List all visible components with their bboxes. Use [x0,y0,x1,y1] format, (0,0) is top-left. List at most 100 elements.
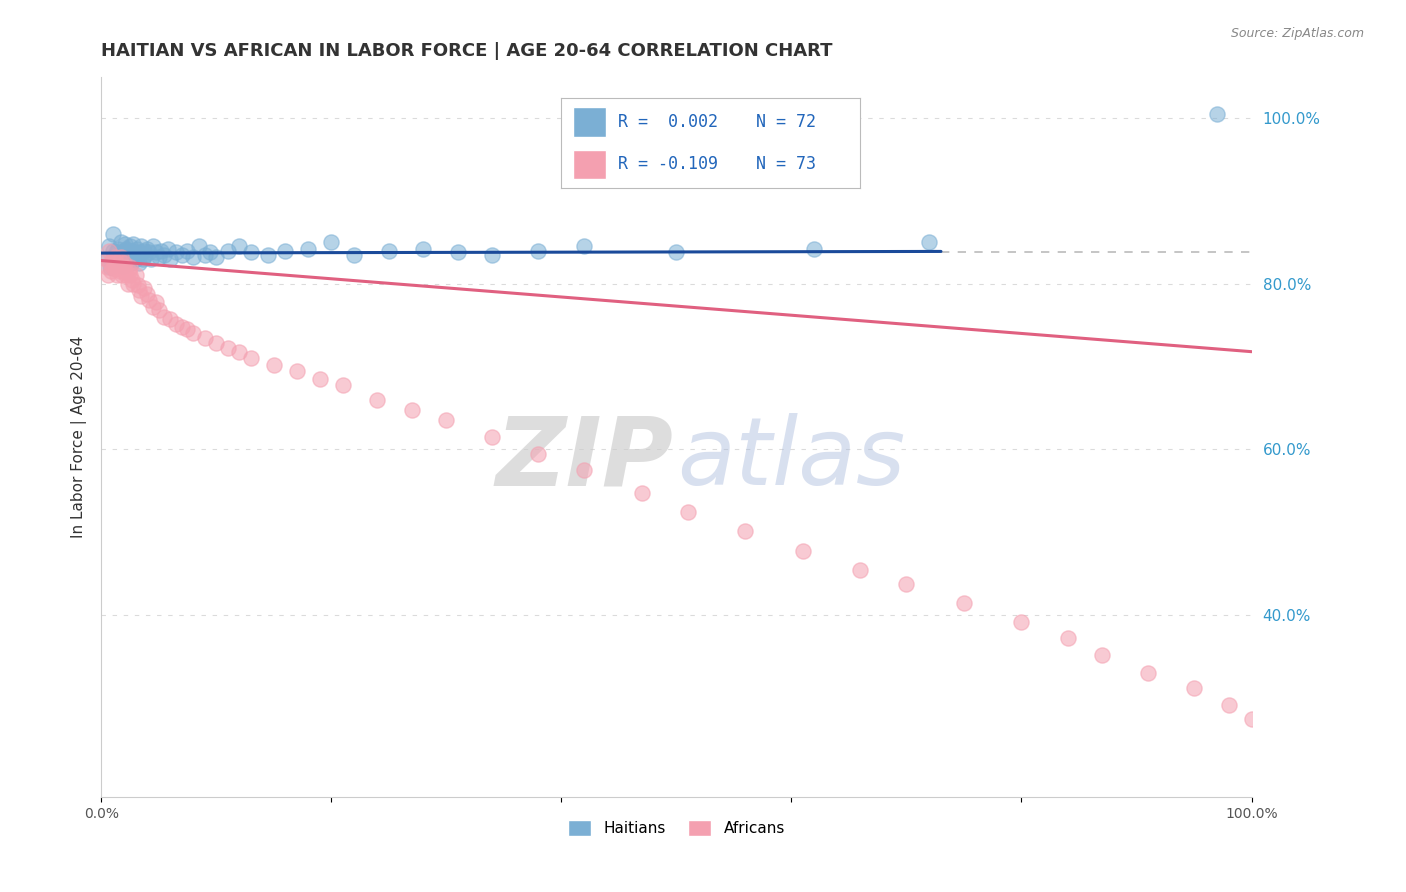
Text: atlas: atlas [678,413,905,504]
Point [122,277,145,291]
Point [104,261,127,276]
Point [308,372,330,386]
Point [125,242,148,256]
Point [112,244,135,258]
Point [1218,698,1240,712]
Point [343,248,366,262]
Point [527,447,550,461]
Point [228,344,250,359]
Point [115,242,138,256]
Point [132,281,155,295]
Point [153,248,176,262]
Point [104,250,127,264]
Point [134,248,156,262]
Point [136,242,159,256]
Point [434,413,457,427]
Point [108,248,131,262]
Point [108,264,131,278]
Point [148,303,170,318]
Point [127,278,149,293]
Point [156,242,179,256]
Point [285,364,308,378]
Point [111,268,134,283]
Point [112,256,135,270]
Point [136,286,159,301]
Point [366,392,388,407]
Point [112,264,135,278]
Point [128,256,150,270]
Point [105,268,128,283]
Point [217,244,239,258]
Point [118,264,141,278]
Point [159,311,181,326]
Point [1091,648,1114,662]
Point [129,245,152,260]
Point [98,239,121,253]
Point [121,244,143,258]
Point [187,239,209,253]
Point [142,239,165,253]
Point [257,248,280,262]
Point [138,293,160,308]
Point [107,256,129,270]
Point [110,250,132,264]
Point [165,317,187,331]
Point [631,485,654,500]
Point [98,256,121,270]
Point [110,235,132,250]
Point [111,259,134,273]
Point [1137,666,1160,681]
Point [481,430,503,444]
Point [148,250,170,264]
Point [111,245,134,260]
Point [527,244,550,258]
Point [101,227,124,241]
Point [896,576,918,591]
Point [96,252,118,266]
Point [228,239,250,253]
Point [239,351,262,366]
Point [676,505,699,519]
Point [153,310,176,324]
Point [159,252,181,266]
Point [124,268,146,283]
Point [217,342,239,356]
Point [200,245,222,260]
Point [1011,615,1033,629]
Point [117,248,139,262]
Point [115,252,138,266]
Point [142,300,165,314]
Point [263,358,285,372]
Y-axis label: In Labor Force | Age 20-64: In Labor Force | Age 20-64 [72,335,87,538]
Point [105,256,128,270]
Text: ZIP: ZIP [495,412,673,505]
Point [94,252,117,266]
Point [108,253,131,268]
Point [118,245,141,260]
Point [112,248,135,262]
Point [98,260,121,275]
Point [96,260,118,275]
Point [181,250,204,264]
Point [131,289,153,303]
Point [132,244,155,258]
Point [734,524,756,538]
Point [953,596,976,610]
Point [105,245,128,260]
Point [97,268,120,283]
Point [131,252,153,266]
Point [118,239,141,253]
Point [118,252,141,266]
Point [194,330,217,344]
Point [145,245,167,260]
Point [118,268,141,283]
Point [98,244,121,258]
Point [111,260,134,275]
Point [120,256,142,270]
Point [131,239,153,253]
Point [574,463,596,477]
Point [176,322,198,336]
Point [117,277,139,291]
Point [138,245,160,260]
Point [149,244,172,258]
